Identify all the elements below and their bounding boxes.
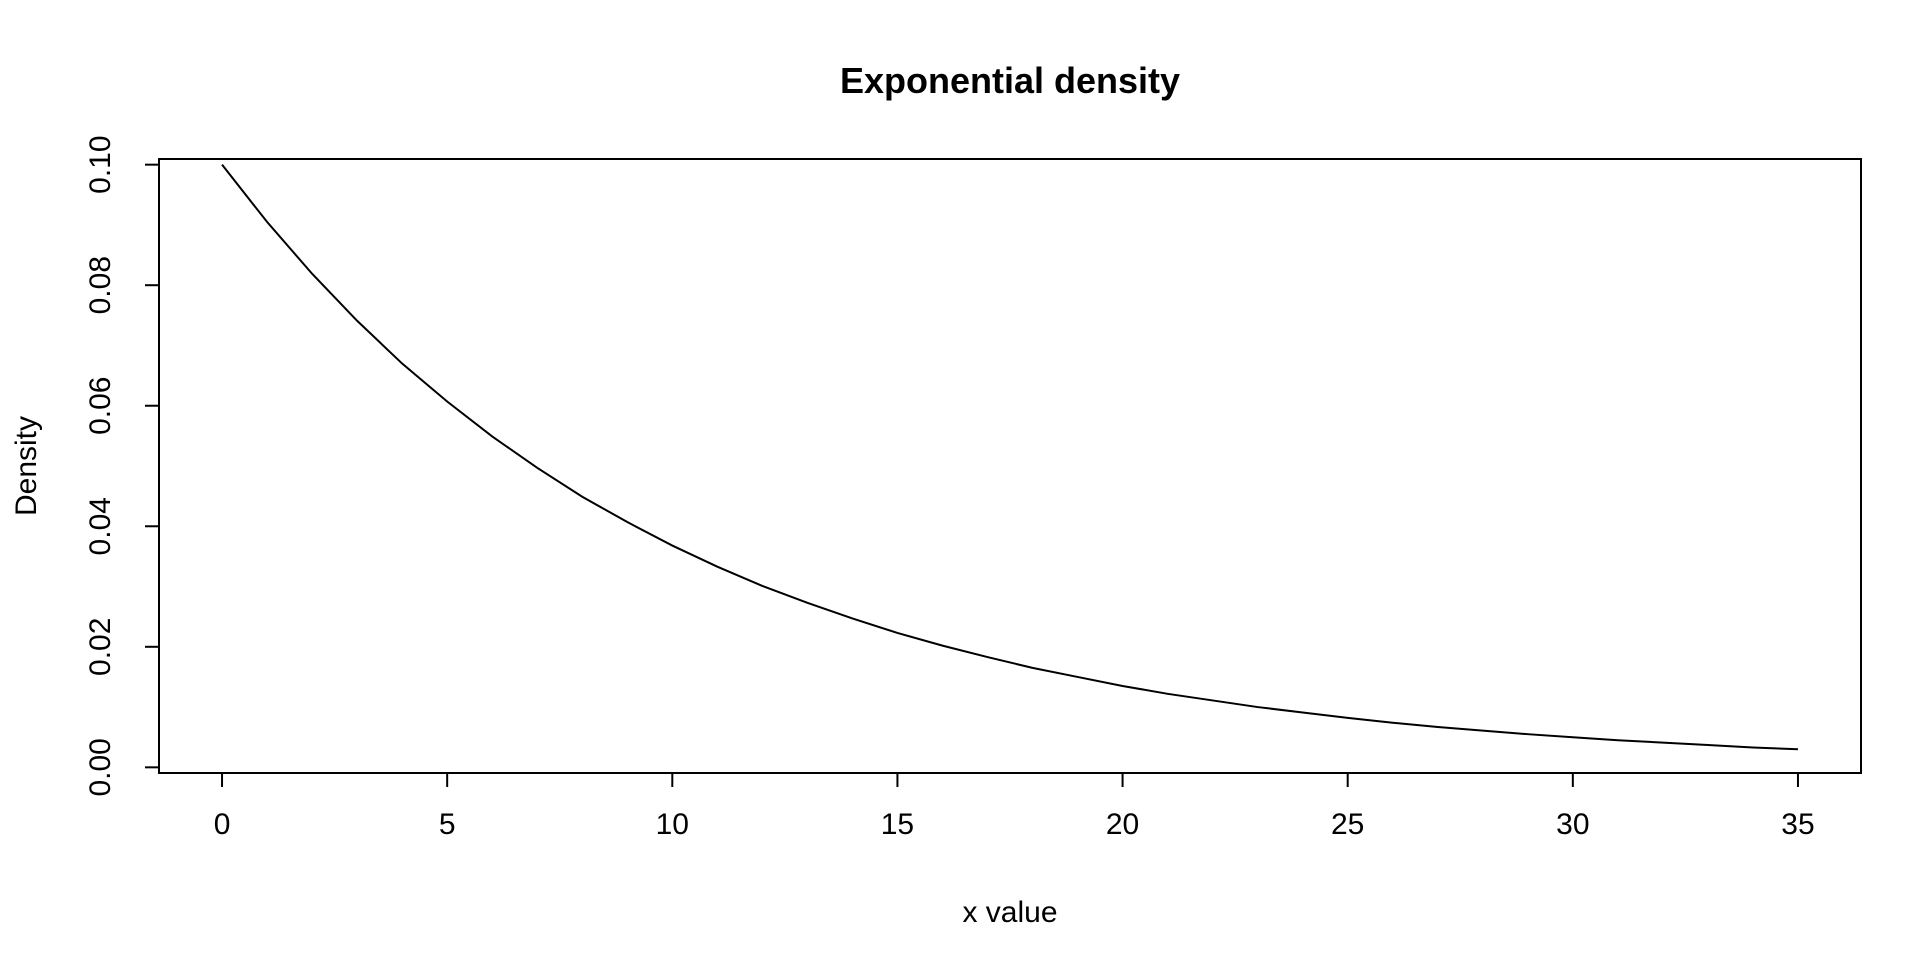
y-tick-label: 0.08 — [84, 256, 117, 314]
x-tick-label: 35 — [1781, 808, 1814, 841]
y-tick-label: 0.06 — [84, 377, 117, 435]
y-tick-label: 0.04 — [84, 497, 117, 555]
x-tick-label: 10 — [656, 808, 689, 841]
x-tick-label: 15 — [881, 808, 914, 841]
y-axis: 0.00 0.02 0.04 0.06 0.08 0.10 — [84, 135, 160, 797]
x-axis-label: x value — [962, 896, 1057, 929]
y-tick-label: 0.10 — [84, 135, 117, 193]
series-line — [221, 164, 1798, 751]
x-tick-label: 0 — [214, 808, 231, 841]
chart-title: Exponential density — [840, 60, 1180, 101]
x-axis: 0 5 10 15 20 25 30 35 — [214, 772, 1815, 841]
x-tick-label: 30 — [1556, 808, 1589, 841]
x-tick-label: 5 — [439, 808, 456, 841]
y-tick-label: 0.02 — [84, 618, 117, 676]
y-tick-label: 0.00 — [84, 738, 117, 796]
y-axis-label: Density — [10, 416, 43, 516]
x-tick-label: 20 — [1106, 808, 1139, 841]
x-tick-label: 25 — [1331, 808, 1364, 841]
